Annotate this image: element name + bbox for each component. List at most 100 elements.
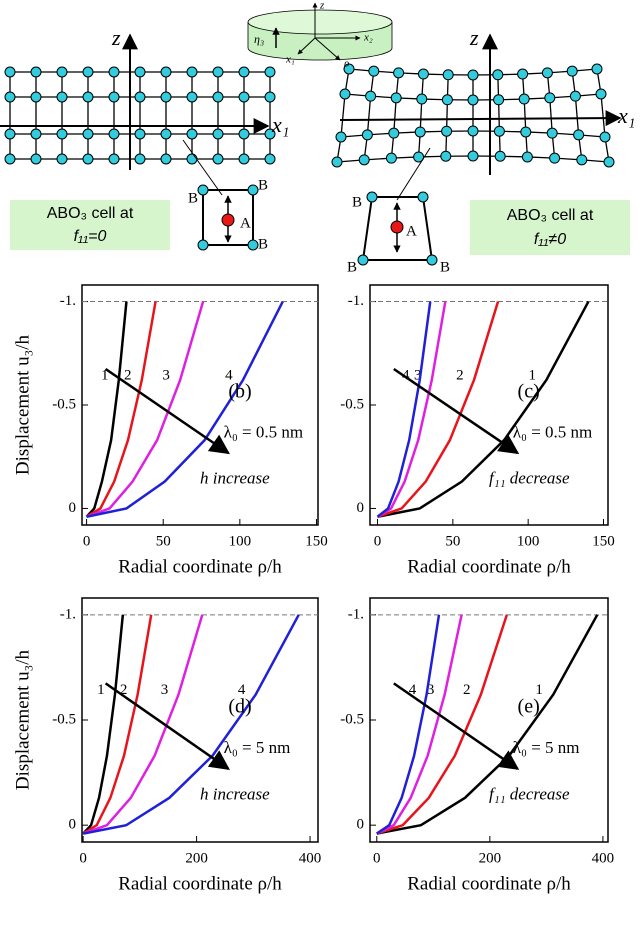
y-axis-label: Displacement u₃/h [12,334,33,475]
atom [521,151,533,163]
x-tick-label: 50 [156,533,171,549]
curve-label: 4 [402,368,410,384]
atom [343,63,355,75]
atom [494,150,506,162]
atom [413,151,425,163]
atom [573,129,585,141]
atom [541,67,553,79]
atom [365,90,377,102]
atom [4,66,16,78]
bond [549,97,553,134]
atom [186,128,198,140]
atom [442,69,454,81]
atom [390,92,402,104]
atom [212,128,224,140]
x-tick-label: 400 [299,850,322,866]
bond [366,96,372,135]
curve [85,301,157,518]
curve-label: 3 [162,368,170,384]
atom [331,156,343,168]
atom [108,91,120,103]
curve-label: 2 [456,368,464,384]
box-text: f₁₁=0 [74,228,107,245]
curve-label: 4 [409,682,417,698]
curve [377,301,500,518]
atom-label: B [352,194,362,210]
parameter-label: λ₀ = 0.5 nm [513,423,592,442]
x-tick-label: 0 [374,533,382,549]
trend-arrow [104,367,230,455]
curve-label: 4 [238,682,246,698]
atom-label: B [347,259,357,275]
curve-label: 1 [97,682,105,698]
atom [361,129,373,141]
panel-label: (e) [518,695,540,717]
atom [4,91,16,103]
atom [238,66,250,78]
curve-label: 3 [161,682,169,698]
atom [520,126,532,138]
parameter-label: λ₀ = 5 nm [513,738,580,757]
bond [600,93,606,138]
bond [340,93,346,138]
x-tick-label: 0 [83,533,91,549]
atom [134,128,146,140]
plot-frame [81,597,319,843]
atom [212,153,224,165]
y-tick-label: -0.5 [340,396,364,412]
atom [212,66,224,78]
atom [264,66,276,78]
parameter-label: λ₀ = 5 nm [224,738,291,757]
atom [414,126,426,138]
atom [517,68,529,80]
trend-arrow [393,682,520,770]
box-text: ABO₃ cell at [507,207,594,224]
atom [212,91,224,103]
lattice-diagram [4,63,615,168]
curve-label: 1 [528,368,536,384]
atom [108,128,120,140]
curve [376,614,463,835]
label-box [470,200,630,255]
panel-label: (c) [518,381,540,403]
y-tick-label: -1. [60,606,76,622]
atom [160,153,172,165]
atom [238,153,250,165]
atom [160,128,172,140]
atom [56,91,68,103]
atom [576,154,588,166]
atom [30,153,42,165]
atom [186,66,198,78]
curve-label: 2 [124,368,132,384]
y-tick-label: -0.5 [52,711,76,727]
y-tick-label: 0 [357,500,365,516]
atom [566,65,578,77]
curve [85,301,128,518]
atom [358,154,370,166]
atom [264,153,276,165]
atom [467,94,479,106]
atom [238,91,250,103]
x-tick-label: 150 [592,533,615,549]
box-text: f₁₁≠0 [534,231,566,248]
atom [546,127,558,139]
y-tick-label: -1. [60,293,76,309]
axis-label: z [469,25,479,50]
curve-label: 3 [427,682,435,698]
atom [30,66,42,78]
curve [376,301,447,518]
x-axis-label: Radial coordinate ρ/h [407,873,571,894]
atom [599,131,611,143]
curve [86,301,205,518]
atom [569,90,581,102]
atom [30,128,42,140]
curve [82,614,125,835]
atom [186,91,198,103]
axis-label: z [111,25,121,50]
atom [82,91,94,103]
x-axis-label: Radial coordinate ρ/h [118,556,282,577]
curve [86,300,284,518]
curve [376,614,599,835]
y-tick-label: 0 [357,817,365,833]
